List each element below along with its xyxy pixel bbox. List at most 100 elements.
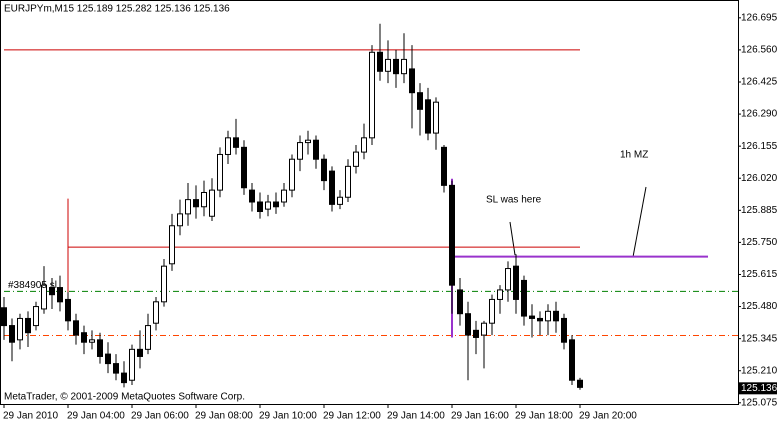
candle-body — [121, 372, 127, 384]
y-tick-label: 126.020 — [741, 173, 778, 184]
candle-body — [305, 139, 311, 144]
annotation: 1h MZ — [620, 150, 648, 161]
chart-header: EURJPYm,M15 125.189 125.282 125.136 125.… — [4, 4, 230, 15]
candle-body — [153, 301, 159, 324]
candle-body — [241, 146, 247, 189]
candle-body — [505, 268, 511, 291]
annotation-pointer — [509, 221, 516, 256]
candle-body — [145, 325, 151, 350]
x-tick-label: 29 Jan 12:00 — [323, 411, 381, 422]
candle-body — [433, 101, 439, 134]
x-tick-label: 29 Jan 06:00 — [131, 411, 189, 422]
candle-body — [537, 317, 543, 322]
y-tick-label: 125.885 — [741, 205, 778, 216]
candle-body — [1, 307, 7, 327]
y-tick-label: 126.155 — [741, 141, 778, 152]
candle-body — [33, 306, 39, 327]
candle-body — [321, 158, 327, 182]
candle-body — [473, 329, 479, 338]
candle-body — [361, 137, 367, 153]
candle-body — [57, 287, 63, 303]
candle-body — [385, 58, 391, 72]
candle-body — [417, 92, 423, 110]
candle-body — [489, 298, 495, 324]
y-tick-label: 126.560 — [741, 45, 778, 56]
y-tick-label: 126.290 — [741, 109, 778, 120]
last-price-label: 125.136 — [741, 383, 778, 394]
candle-body — [497, 289, 503, 300]
x-tick-label: 29 Jan 2010 — [3, 411, 58, 422]
candle-body — [81, 332, 87, 343]
x-tick-label: 29 Jan 20:00 — [579, 411, 637, 422]
footer: MetaTrader, © 2001-2009 MetaQuotes Softw… — [4, 392, 245, 403]
candle-body — [353, 151, 359, 167]
y-tick-label: 125.750 — [741, 237, 778, 248]
candle-body — [177, 213, 183, 227]
candle-body — [449, 184, 455, 286]
candle-body — [457, 289, 463, 315]
candle-body — [97, 339, 103, 357]
annotation-pointer — [632, 186, 647, 258]
x-tick-label: 29 Jan 04:00 — [67, 411, 125, 422]
candle-body — [561, 317, 567, 343]
y-tick-label: 125.075 — [741, 397, 778, 408]
candle-body — [465, 313, 471, 336]
candle-body — [161, 265, 167, 303]
x-tick-label: 29 Jan 08:00 — [195, 411, 253, 422]
candle-body — [17, 317, 23, 341]
candle-body — [129, 348, 135, 381]
candle-body — [481, 322, 487, 336]
candle-body — [441, 146, 447, 186]
order-label: #384905 sl — [8, 280, 57, 291]
candle-body — [73, 320, 79, 336]
candle-body — [193, 199, 199, 208]
candle-body — [297, 142, 303, 160]
candle-body — [281, 189, 287, 203]
candle-body — [233, 137, 239, 148]
candle-body — [329, 170, 335, 205]
candle-body — [569, 339, 575, 381]
candle-body — [89, 339, 95, 343]
candle-body — [513, 265, 519, 300]
candle-body — [65, 298, 71, 322]
candle-body — [577, 379, 583, 388]
y-tick-label: 126.425 — [741, 77, 778, 88]
candle-body — [289, 158, 295, 191]
candle-body — [25, 317, 31, 334]
y-tick-label: 126.695 — [741, 12, 778, 23]
candle-body — [553, 310, 559, 322]
y-tick-label: 125.345 — [741, 333, 778, 344]
candle-body — [273, 201, 279, 208]
candle-body — [249, 189, 255, 203]
candle-body — [401, 58, 407, 75]
x-tick-label: 29 Jan 14:00 — [387, 411, 445, 422]
candle-body — [9, 325, 15, 343]
candle-body — [105, 353, 111, 365]
candle-body — [545, 310, 551, 322]
candle-body — [521, 279, 527, 317]
candle-body — [313, 139, 319, 160]
candle-body — [201, 191, 207, 208]
candle-body — [377, 51, 383, 72]
candle-body — [265, 201, 271, 210]
last-price-box — [739, 382, 777, 395]
y-tick-label: 125.210 — [741, 365, 778, 376]
x-tick-label: 29 Jan 10:00 — [259, 411, 317, 422]
candle-body — [217, 153, 223, 191]
candle-body — [185, 199, 191, 215]
candle-body — [425, 99, 431, 134]
candle-body — [369, 51, 375, 139]
candle-body — [409, 68, 415, 94]
candle-body — [41, 284, 47, 310]
candle-body — [169, 225, 175, 265]
candle-body — [529, 315, 535, 319]
annotation: SL was here — [486, 195, 542, 206]
y-tick-label: 125.615 — [741, 269, 778, 280]
candle-body — [113, 363, 119, 374]
candle-body — [393, 58, 399, 75]
candle-body — [337, 196, 343, 205]
candle-body — [209, 189, 215, 217]
y-tick-label: 125.480 — [741, 301, 778, 312]
candle-body — [225, 137, 231, 155]
